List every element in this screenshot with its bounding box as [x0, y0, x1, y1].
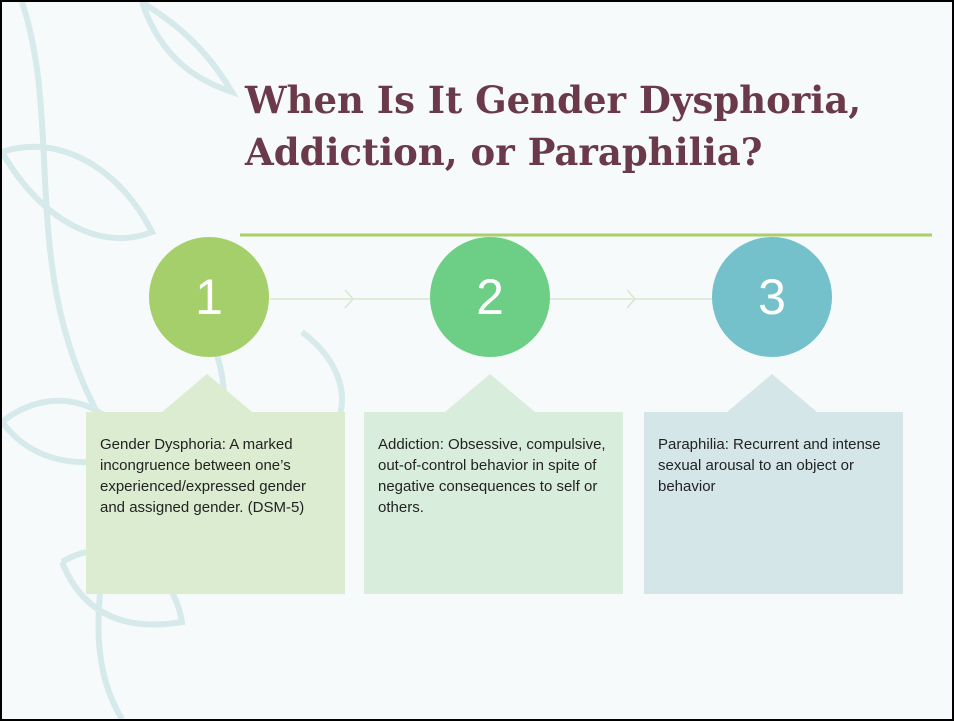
- title-line: When Is It Gender Dysphoria,: [245, 78, 861, 122]
- step-text: Addiction: Obsessive, compulsive, out-of…: [364, 412, 623, 594]
- title: When Is It Gender Dysphoria, Addiction, …: [245, 74, 861, 178]
- step-text: Paraphilia: Recurrent and intense sexual…: [644, 412, 903, 594]
- step-circle: 1: [149, 237, 269, 357]
- step-circle: 3: [712, 237, 832, 357]
- title-line: Addiction, or Paraphilia?: [245, 130, 762, 174]
- slide: When Is It Gender Dysphoria, Addiction, …: [0, 0, 954, 721]
- step-circle: 2: [430, 237, 550, 357]
- step-text: Gender Dysphoria: A marked incongruence …: [86, 412, 345, 594]
